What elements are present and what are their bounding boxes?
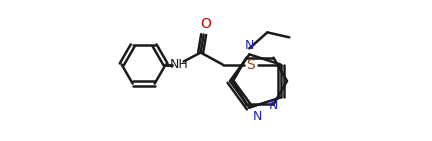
Text: O: O (200, 16, 211, 31)
Text: N: N (252, 110, 262, 123)
Text: NH: NH (169, 58, 188, 71)
Text: N: N (268, 99, 278, 113)
Text: S: S (246, 58, 255, 71)
Text: N: N (245, 39, 254, 52)
